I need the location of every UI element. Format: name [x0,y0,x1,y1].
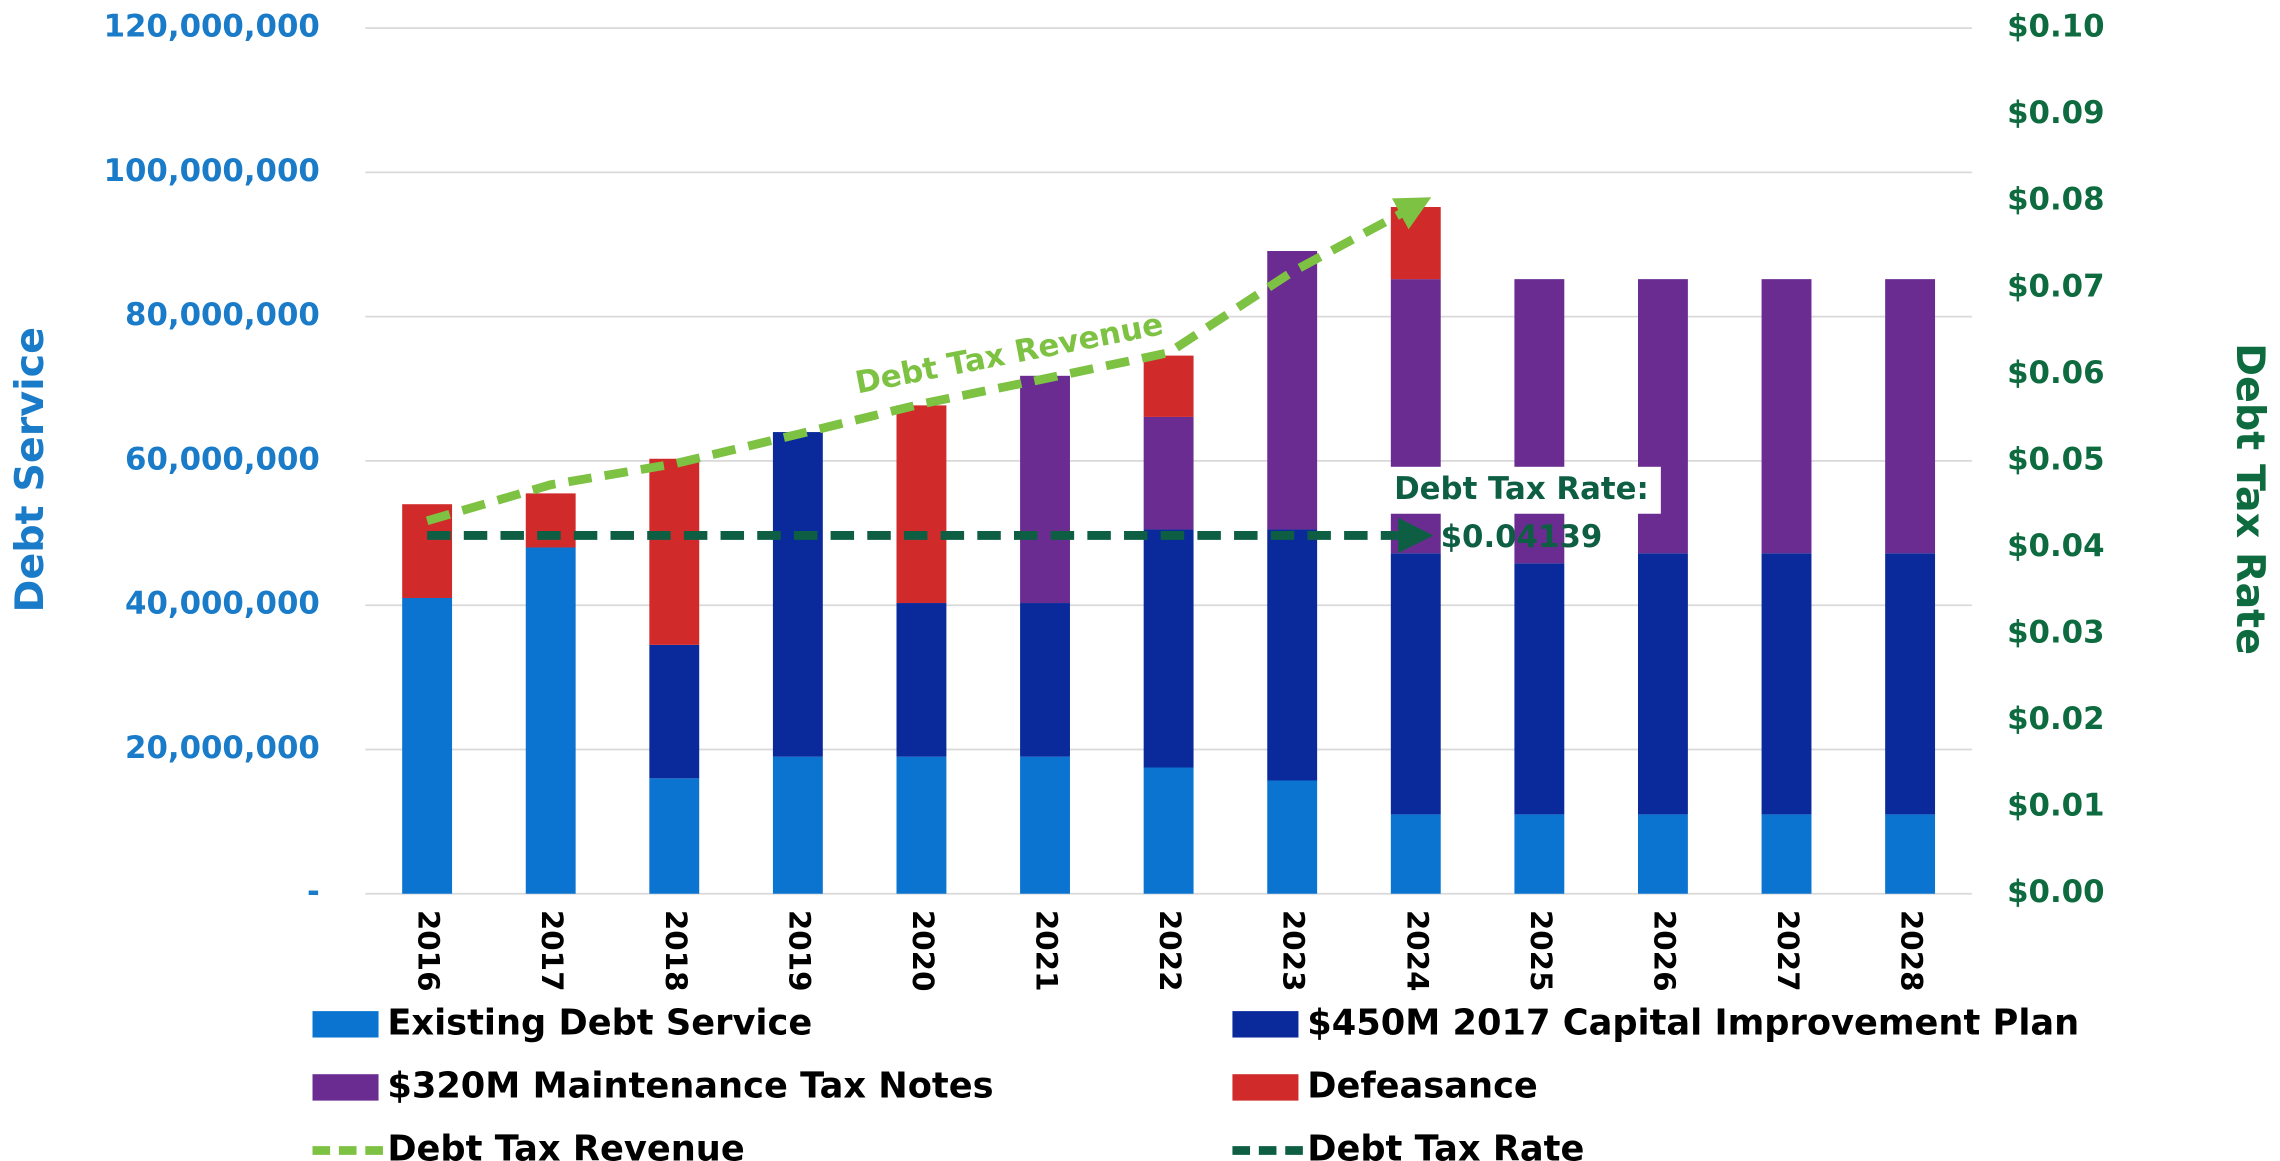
y-tick-label: 40,000,000 [125,586,320,622]
bar [1637,814,1688,894]
x-tick-label: 2020 [906,910,940,992]
y-tick-label: 20,000,000 [125,730,320,766]
y2-tick-label: $0.07 [2007,268,2104,304]
y-tick-label: 80,000,000 [125,297,320,333]
bar [649,778,700,894]
bar [1267,251,1318,530]
lines [425,197,1434,554]
bar [649,644,700,779]
bar [1885,553,1936,815]
legend-label: Debt Tax Rate [1307,1129,1584,1161]
bar [1514,279,1565,564]
y2-tick-label: $0.08 [2007,182,2104,218]
bar [1143,767,1194,894]
bar [1514,563,1565,815]
x-tick-label: 2024 [1400,910,1434,992]
legend-label: Debt Tax Revenue [387,1129,744,1161]
x-tick-label: 2016 [412,910,446,992]
legend-swatch [312,1011,379,1038]
bar [1761,814,1812,894]
bar [896,405,947,604]
bar [1267,529,1318,781]
x-tick-label: 2023 [1277,910,1311,992]
x-tick-label: 2022 [1153,910,1187,992]
bar [1885,814,1936,894]
y2-tick-label: $0.03 [2007,615,2104,651]
y2-tick-label: $0.10 [2007,9,2104,45]
y2-tick-label: $0.02 [2007,701,2104,737]
bar [1143,416,1194,530]
legend-swatch [312,1074,379,1101]
bar [1514,814,1565,894]
y2-tick-label: $0.09 [2007,95,2104,131]
legend-label: Existing Debt Service [387,1002,812,1043]
annotation-box [1382,466,1661,514]
bar [1020,756,1070,894]
bar [896,756,947,894]
bar [1761,553,1812,815]
bar [402,597,453,894]
annotation: Debt Tax Rate: [1394,471,1649,507]
y-tick-label: 100,000,000 [104,153,320,189]
legend: Existing Debt Service $450M 2017 Capital … [312,1002,2079,1161]
legend-swatch [1232,1011,1299,1038]
x-tick-label: 2021 [1030,910,1064,992]
y2-tick-label: $0.06 [2007,355,2104,391]
legend-label: $320M Maintenance Tax Notes [387,1065,993,1106]
bar [1885,279,1936,554]
labels: - 20,000,000 40,000,000 60,000,000 80,000,00… [104,9,2105,992]
bar [649,458,700,645]
bars [402,207,1936,894]
x-tick-label: 2027 [1771,910,1805,992]
y-tick-label: 60,000,000 [125,441,320,477]
bar [1390,814,1441,894]
y2-tick-label: $0.04 [2007,528,2104,564]
line [425,197,1432,526]
x-tick-label: 2019 [782,910,816,992]
bar [772,756,823,894]
bar [1020,603,1070,757]
bar [1267,780,1318,894]
x-tick-label: 2028 [1895,910,1929,992]
x-tick-label: 2026 [1647,910,1681,992]
bar [896,603,947,757]
bar [1761,279,1812,554]
legend-swatch [1232,1074,1299,1101]
x-tick-label: 2025 [1524,910,1558,992]
x-tick-label: 2017 [535,910,569,992]
x-tick-label: 2018 [659,910,693,992]
y-tick-label: 120,000,000 [104,9,320,45]
bar [525,547,576,894]
annotation: $0.04139 [1441,519,1603,555]
y2-tick-label: $0.05 [2007,441,2104,477]
legend-label: Defeasance [1307,1065,1538,1106]
bar [1390,553,1441,815]
bar [1143,529,1194,768]
legend-label: $450M 2017 Capital Improvement Plan [1307,1002,2079,1043]
bar [772,432,823,757]
y2-axis-title: Debt Tax Rate [2227,343,2273,655]
y-tick-label: - [307,874,320,910]
bar [1637,553,1688,815]
y2-tick-label: $0.00 [2007,874,2104,910]
y2-tick-label: $0.01 [2007,788,2104,824]
bar [1143,355,1194,417]
y-axis-title: Debt Service [7,327,53,613]
bar [1020,375,1070,604]
